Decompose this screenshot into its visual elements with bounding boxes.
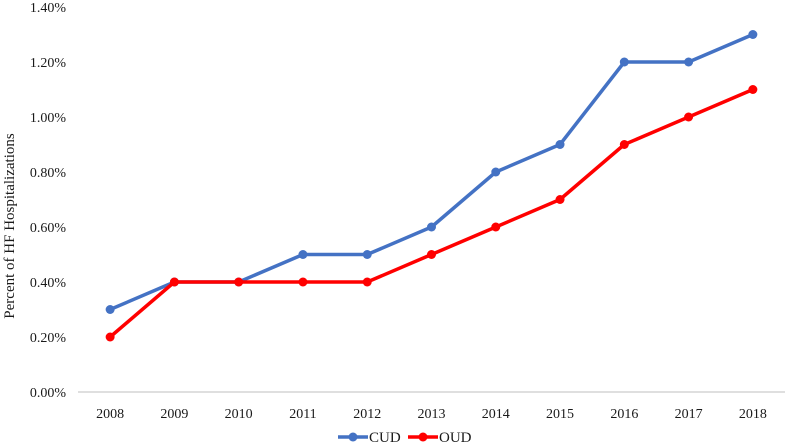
data-point-cud <box>491 167 501 177</box>
legend-item-oud: OUD <box>408 430 472 445</box>
x-tick-label: 2012 <box>353 407 381 422</box>
y-tick-label: 0.20% <box>30 331 67 346</box>
data-point-oud <box>362 277 372 287</box>
data-point-cud <box>298 250 308 259</box>
series-oud <box>105 85 758 342</box>
x-tick-label: 2010 <box>225 407 253 422</box>
y-axis-title: Percent of HF Hospitalizations <box>2 133 18 319</box>
x-tick-label: 2011 <box>289 407 316 422</box>
data-point-oud <box>105 332 115 342</box>
data-point-cud <box>427 222 436 232</box>
data-point-oud <box>684 112 694 122</box>
x-tick-label: 2013 <box>418 407 446 422</box>
y-axis-tick-labels: 0.00% 0.20% 0.40% 0.60% 0.80% 1.00% 1.20% 1.40% <box>30 1 67 401</box>
x-tick-label: 2017 <box>675 407 703 422</box>
data-point-oud <box>555 195 565 204</box>
data-point-cud <box>684 57 694 67</box>
x-tick-label: 2015 <box>546 407 574 422</box>
data-point-oud <box>491 222 501 232</box>
x-tick-label: 2016 <box>610 407 638 422</box>
legend-label: OUD <box>439 430 472 445</box>
y-tick-label: 0.40% <box>30 276 67 291</box>
series-line-cud <box>108 32 755 312</box>
y-tick-label: 1.20% <box>30 56 67 71</box>
series-cud <box>105 30 758 314</box>
legend-swatch-marker <box>348 432 358 442</box>
data-point-oud <box>748 85 758 94</box>
x-axis-tick-labels: 2008 2009 2010 2011 2012 2013 2014 2015 2016 2017… <box>96 407 767 422</box>
data-point-cud <box>748 30 758 39</box>
x-tick-label: 2009 <box>160 407 188 422</box>
data-point-oud <box>169 277 179 287</box>
series-layer <box>105 30 758 342</box>
x-tick-label: 2014 <box>482 407 510 422</box>
legend-label: CUD <box>369 430 401 445</box>
legend: CUD OUD <box>338 430 472 445</box>
series-line-oud <box>108 87 755 339</box>
data-point-oud <box>298 277 308 287</box>
data-point-cud <box>105 305 115 314</box>
legend-item-cud: CUD <box>338 430 401 445</box>
data-point-cud <box>619 57 629 67</box>
data-point-oud <box>619 140 629 149</box>
data-point-oud <box>427 250 436 259</box>
y-tick-label: 0.80% <box>30 166 67 181</box>
y-tick-label: 1.00% <box>30 111 67 126</box>
data-point-oud <box>234 277 244 287</box>
x-tick-label: 2008 <box>96 407 124 422</box>
data-point-cud <box>555 140 565 149</box>
x-tick-label: 2018 <box>739 407 767 422</box>
y-tick-label: 1.40% <box>30 1 67 16</box>
data-point-cud <box>362 250 372 259</box>
y-tick-label: 0.00% <box>30 386 67 401</box>
legend-swatch-marker <box>418 432 428 442</box>
y-tick-label: 0.60% <box>30 221 67 236</box>
